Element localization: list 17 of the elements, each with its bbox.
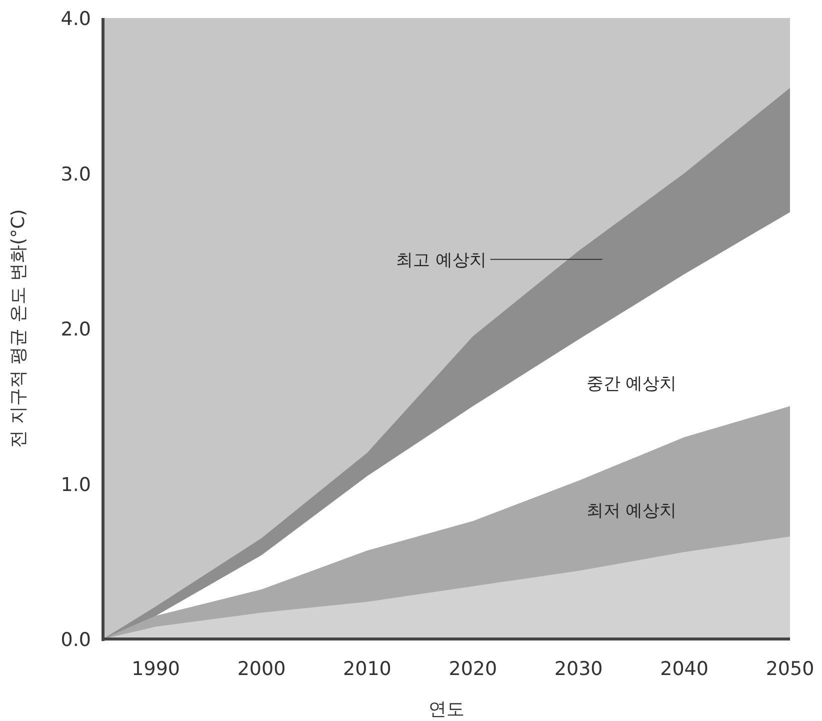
x-axis-title: 연도 [428, 699, 464, 720]
x-tick-label: 2040 [660, 658, 708, 680]
x-tick-label: 2050 [766, 658, 814, 680]
y-axis-title: 전 지구적 평균 온도 변화(°C) [8, 209, 29, 448]
y-tick-label: 1.0 [60, 474, 91, 496]
text: 최고 예상치 [396, 250, 486, 270]
y-tick-label: 0.0 [60, 629, 91, 651]
x-tick-label: 1990 [132, 658, 180, 680]
series-label: 중간 예상치 [586, 374, 677, 394]
x-tick-label: 2010 [343, 658, 392, 680]
y-tick-label: 3.0 [60, 163, 91, 186]
y-tick-label: 2.0 [60, 318, 91, 340]
x-tick-label: 2020 [448, 658, 498, 680]
series-label: 최저 예상치 [586, 501, 677, 522]
y-tick-label: 4.0 [60, 8, 91, 30]
x-tick-label: 2000 [237, 658, 286, 680]
x-tick-label: 2030 [554, 658, 603, 680]
